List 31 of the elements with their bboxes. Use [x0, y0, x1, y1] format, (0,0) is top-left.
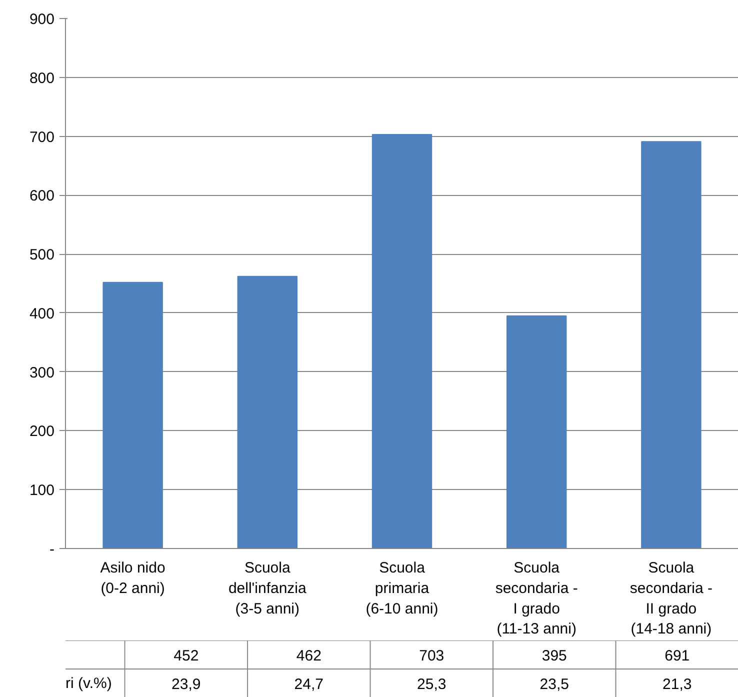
text: 23,5: [540, 676, 569, 693]
y-tick-label: 800: [29, 70, 55, 87]
bar: [102, 282, 163, 548]
bar: [372, 134, 432, 548]
y-tick-label: 500: [29, 246, 55, 264]
data-label: 452: [174, 647, 199, 664]
y-tick-label: 900: [29, 11, 55, 28]
x-tick-label: Asilo nido (0-2 anni): [100, 560, 166, 597]
y-tick-label: 700: [29, 128, 55, 146]
text: 25,3: [417, 676, 446, 693]
text: ri (v.%): [66, 674, 112, 692]
data-label: 703: [419, 647, 444, 664]
x-tick-label: Scuola primaria (6-10 anni): [366, 560, 438, 618]
data-label: 691: [664, 647, 690, 664]
y-tick-label: 400: [29, 305, 55, 322]
x-tick-label: Scuola dell'infanzia (3-5 anni): [228, 560, 308, 618]
bar: [641, 141, 702, 548]
data-label: 395: [542, 647, 567, 664]
y-tick-label: 600: [29, 188, 55, 205]
x-tick-label: Scuola secondaria - II grado (14-18 anni): [630, 560, 712, 638]
x-tick-label: Scuola secondaria - I grado (11-13 anni): [495, 560, 578, 638]
y-tick-label: -: [50, 541, 55, 558]
text: 24,7: [294, 676, 324, 693]
text: 21,3: [662, 676, 692, 693]
bar: [237, 276, 298, 548]
y-tick-label: 300: [29, 364, 55, 382]
y-tick-label: 200: [29, 423, 55, 440]
y-tick-label: 100: [29, 482, 55, 500]
bar: [506, 315, 567, 548]
text: 23,9: [172, 676, 201, 693]
data-label: 462: [296, 647, 322, 664]
